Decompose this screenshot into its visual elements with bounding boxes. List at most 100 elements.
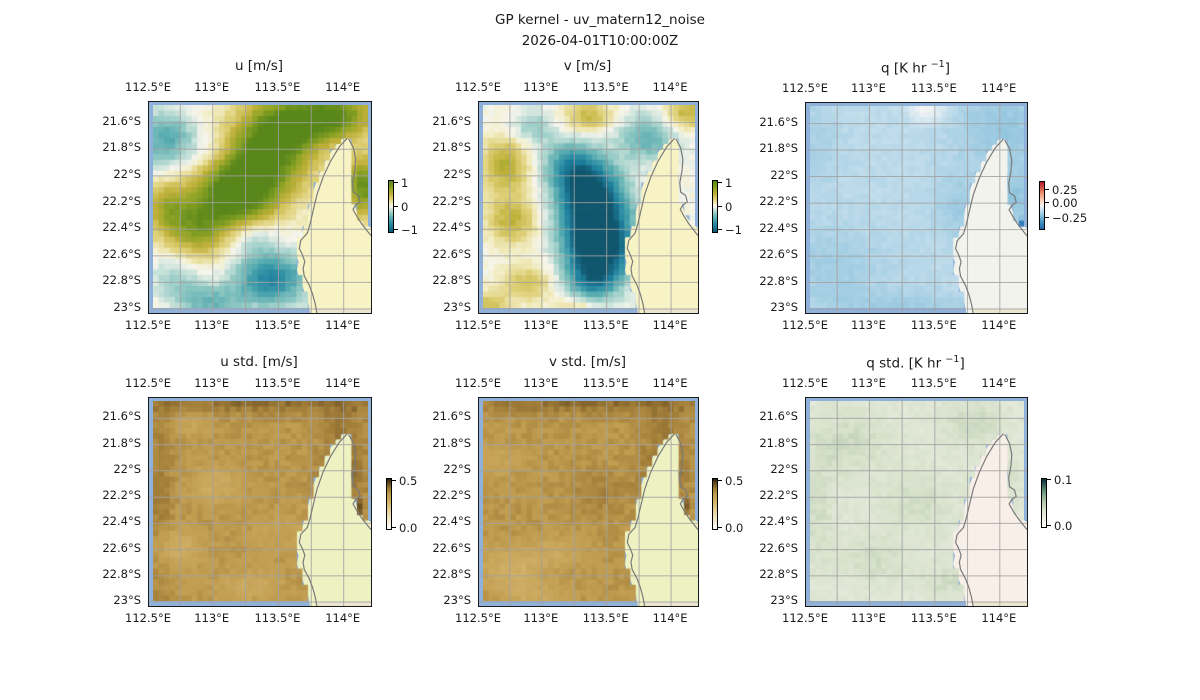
y-tick-label-u_std: 21.8°S xyxy=(102,435,141,450)
y-tick-label-q_std: 21.6°S xyxy=(759,409,798,424)
y-tick-label-q_std: 22.2°S xyxy=(759,488,798,503)
y-tick-label-v: 22.8°S xyxy=(432,273,471,288)
colorbar-tick-label-u: 0 xyxy=(401,199,409,214)
y-tick-label-q: 22.2°S xyxy=(759,194,798,209)
y-tick-label-v: 21.8°S xyxy=(432,140,471,155)
x-tick-label-top-v: 114°E xyxy=(652,80,688,94)
heatmap-canvas-v_std xyxy=(483,401,695,601)
x-tick-label-top-v_std: 112.5°E xyxy=(455,376,501,390)
colorbar-tick-label-u: 1 xyxy=(401,175,409,190)
y-tick-label-u_std: 21.6°S xyxy=(102,409,141,424)
colorbar-tick-q xyxy=(1045,202,1049,204)
x-tick-label-top-v_std: 113°E xyxy=(523,376,559,390)
colorbar-v xyxy=(712,180,718,233)
y-tick-label-u: 22°S xyxy=(113,166,141,181)
colorbar-tick-v xyxy=(718,229,722,231)
x-tick-label-bottom-u_std: 113°E xyxy=(194,611,230,625)
y-tick-label-q_std: 23°S xyxy=(770,593,798,608)
y-tick-label-q_std: 22.6°S xyxy=(759,540,798,555)
y-tick-label-u: 22.8°S xyxy=(102,273,141,288)
panel-title-u: u [m/s] xyxy=(234,58,284,74)
y-tick-label-u_std: 22°S xyxy=(113,461,141,476)
map-plot-area-u_std xyxy=(148,397,372,607)
x-tick-label-top-u_std: 112.5°E xyxy=(125,376,171,390)
x-tick-label-top-q_std: 113.5°E xyxy=(910,376,957,390)
y-tick-label-u: 21.6°S xyxy=(102,113,141,128)
y-tick-label-q: 22.8°S xyxy=(759,273,798,288)
heatmap-canvas-q xyxy=(810,106,1024,308)
x-tick-label-bottom-v_std: 114°E xyxy=(652,611,688,625)
x-tick-label-top-u_std: 113°E xyxy=(194,376,230,390)
panel-title-v: v [m/s] xyxy=(563,58,612,74)
y-tick-label-v_std: 22.6°S xyxy=(432,540,471,555)
x-tick-label-top-v: 113.5°E xyxy=(582,80,629,94)
y-tick-label-v: 23°S xyxy=(443,299,471,314)
colorbar-tick-q_std xyxy=(1047,524,1051,526)
x-tick-label-bottom-q: 114°E xyxy=(981,318,1017,332)
x-tick-label-top-q: 112.5°E xyxy=(782,81,828,95)
y-tick-label-v: 22.6°S xyxy=(432,246,471,261)
x-tick-label-top-q_std: 112.5°E xyxy=(782,376,828,390)
x-tick-label-bottom-v_std: 112.5°E xyxy=(455,611,501,625)
x-tick-label-top-v: 113°E xyxy=(523,80,559,94)
x-tick-label-top-v_std: 113.5°E xyxy=(582,376,629,390)
y-tick-label-u: 21.8°S xyxy=(102,140,141,155)
colorbar-tick-label-v: 1 xyxy=(725,175,733,190)
x-tick-label-top-q: 113.5°E xyxy=(910,81,957,95)
heatmap-canvas-q_std xyxy=(810,401,1024,601)
x-tick-label-top-u: 113.5°E xyxy=(254,80,301,94)
x-tick-label-bottom-u_std: 113.5°E xyxy=(254,611,301,625)
x-tick-label-bottom-v: 113°E xyxy=(523,318,559,332)
y-tick-label-v_std: 22.4°S xyxy=(432,514,471,529)
colorbar-tick-label-v_std: 0.0 xyxy=(725,520,744,535)
colorbar-tick-u_std xyxy=(392,479,396,481)
y-tick-label-v_std: 22.8°S xyxy=(432,566,471,581)
x-tick-label-bottom-q_std: 113.5°E xyxy=(910,611,957,625)
x-tick-label-bottom-v: 114°E xyxy=(652,318,688,332)
y-tick-label-q: 23°S xyxy=(770,300,798,314)
x-tick-label-bottom-u_std: 112.5°E xyxy=(125,611,171,625)
colorbar-tick-v_std xyxy=(718,479,722,481)
x-tick-label-bottom-v: 113.5°E xyxy=(582,318,629,332)
y-tick-label-u: 22.2°S xyxy=(102,193,141,208)
colorbar-tick-label-v: 0 xyxy=(725,199,733,214)
y-tick-label-v_std: 22°S xyxy=(443,461,471,476)
colorbar-tick-u_std xyxy=(392,526,396,528)
y-tick-label-v: 22.4°S xyxy=(432,220,471,235)
colorbar-tick-u xyxy=(394,181,398,183)
x-tick-label-bottom-q: 112.5°E xyxy=(782,318,828,332)
x-tick-label-bottom-v_std: 113.5°E xyxy=(582,611,629,625)
colorbar-tick-label-v_std: 0.5 xyxy=(725,473,744,488)
colorbar-u xyxy=(388,180,394,233)
x-tick-label-bottom-q: 113°E xyxy=(850,318,886,332)
colorbar-tick-label-q: 0.00 xyxy=(1052,196,1078,211)
colorbar-tick-q_std xyxy=(1047,479,1051,481)
colorbar-q xyxy=(1039,181,1045,230)
x-tick-label-top-v: 112.5°E xyxy=(455,80,501,94)
map-plot-area-q_std xyxy=(805,397,1028,607)
panel-title-q: q [K hr −1] xyxy=(881,59,950,77)
colorbar-tick-label-u_std: 0.0 xyxy=(399,520,418,535)
colorbar-tick-q xyxy=(1045,216,1049,218)
x-tick-label-top-v_std: 114°E xyxy=(652,376,688,390)
colorbar-q_std xyxy=(1041,478,1047,528)
y-tick-label-v_std: 21.6°S xyxy=(432,409,471,424)
heatmap-canvas-v xyxy=(483,105,695,308)
x-tick-label-bottom-u: 112.5°E xyxy=(125,318,171,332)
panel-title-u_std: u std. [m/s] xyxy=(220,354,298,370)
colorbar-tick-label-u: −1 xyxy=(401,223,418,238)
y-tick-label-u_std: 22.4°S xyxy=(102,514,141,529)
colorbar-v_std xyxy=(712,478,718,530)
y-tick-label-v_std: 22.2°S xyxy=(432,488,471,503)
x-tick-label-bottom-u: 114°E xyxy=(325,318,361,332)
heatmap-canvas-u xyxy=(153,105,368,308)
y-tick-label-q: 22°S xyxy=(770,167,798,182)
x-tick-label-bottom-u_std: 114°E xyxy=(325,611,361,625)
map-plot-area-v xyxy=(478,101,699,314)
y-tick-label-q: 21.6°S xyxy=(759,114,798,129)
colorbar-u_std xyxy=(386,478,392,530)
x-tick-label-bottom-q_std: 114°E xyxy=(981,611,1017,625)
figure-suptitle-line2: 2026-04-01T10:00:00Z xyxy=(521,33,679,49)
map-plot-area-u xyxy=(148,101,372,314)
